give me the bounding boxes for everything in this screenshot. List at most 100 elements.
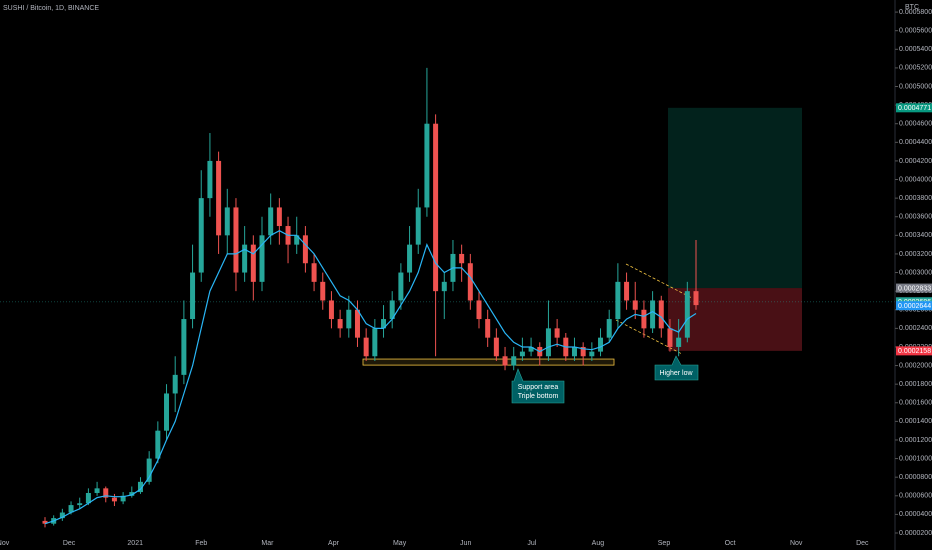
candle-body [181,319,187,375]
candle-body [337,319,343,329]
candle-body [554,328,560,338]
y-tick-label: 0.0001200 [899,437,932,444]
candle-body [467,263,473,301]
candle-body [641,309,647,329]
candle-body [580,346,586,357]
candle-body [381,319,387,329]
candle-body [476,300,482,320]
candle-body [190,272,196,320]
candle-body [693,291,699,306]
candle-body [328,300,334,320]
candle-body [42,520,48,524]
y-tick-label: 0.0005000 [899,83,932,90]
candle-body [103,488,109,498]
price-label-bg [896,346,932,356]
candle-body [589,351,595,357]
candle-body [389,300,395,320]
candle-body [658,300,664,329]
candle-body [164,393,170,431]
y-tick-label: 0.0005600 [899,28,932,35]
y-tick-label: 0.0004400 [899,139,932,146]
price-label: 0.0002644 [898,303,931,310]
candle-body [259,235,265,282]
callout [654,355,699,381]
x-tick-label: Sep [658,540,671,547]
candle-body [485,319,491,338]
candle-body [268,207,274,236]
stop-loss-zone [668,288,802,351]
annotation: Triple bottom [518,393,559,400]
candle-body [441,281,447,292]
y-tick-label: 0.0003800 [899,195,932,202]
price-label: 0.0004771 [898,105,931,112]
y-tick-label: 0.0004000 [899,176,932,183]
axis-unit: BTC [905,4,919,11]
candle-body [502,356,508,366]
x-tick-label: Dec [856,540,869,547]
y-tick-label: 0.0003400 [899,232,932,239]
candle-body [650,300,656,329]
candle-body [459,253,465,264]
candle-body [519,351,525,357]
y-tick-label: 0.0001000 [899,455,932,462]
y-tick-label: 0.0004200 [899,158,932,165]
candle-body [59,512,65,519]
candle-body [528,346,534,352]
x-tick-label: Oct [725,540,736,547]
candle-body [606,319,612,338]
candle-body [233,207,239,273]
candle-body [137,481,143,493]
candle-body [207,160,213,199]
support-zone [362,358,615,366]
candle-body [667,328,673,347]
candle-body [216,160,222,236]
y-tick-label: 0.0003600 [899,214,932,221]
candle-body [129,492,135,496]
price-label: 0.0002158 [898,348,931,355]
y-tick-label: 0.0003200 [899,251,932,258]
x-tick-label: Jul [527,540,536,547]
candle-body [85,492,91,504]
x-tick-label: Aug [592,540,605,547]
channel-line [625,263,693,299]
y-tick-label: 0.0004600 [899,121,932,128]
y-tick-label: 0.0002000 [899,362,932,369]
candle-body [624,281,630,301]
y-tick-label: 0.0000600 [899,493,932,500]
candle-body [407,244,413,273]
price-label-bg [896,103,932,113]
candle-body [294,235,300,245]
candle-body [250,244,256,282]
y-tick-label: 0.0002400 [899,325,932,332]
x-tick-label: 2021 [127,540,143,547]
price-label-bg [896,283,932,293]
moving-average [44,230,697,525]
candle-body [120,495,126,502]
candle-body [94,488,100,493]
callout [511,368,565,404]
y-tick-label: 0.0001400 [899,418,932,425]
candle-body [242,244,248,273]
x-tick-label: Nov [0,540,10,547]
chart-title: SUSHI / Bitcoin, 1D, BINANCE [3,5,99,12]
candle-body [198,198,204,273]
candle-body [320,281,326,301]
candle-body [68,505,74,513]
price-label-bg [896,301,932,311]
candle-body [111,497,117,502]
candle-body [571,346,577,357]
candle-body [172,374,178,394]
candle-body [676,337,682,347]
price-label: 0.0002833 [898,285,931,292]
y-tick-label: 0.0005400 [899,46,932,53]
y-tick-label: 0.0005200 [899,65,932,72]
candle-body [511,356,517,366]
candle-body [302,235,308,264]
x-tick-label: Jun [460,540,471,547]
candle-body [433,123,439,292]
candle-body [493,337,499,357]
y-tick-label: 0.0001800 [899,381,932,388]
y-tick-label: 0.0005800 [899,9,932,16]
candle-body [415,207,421,245]
x-tick-label: Apr [328,540,340,547]
